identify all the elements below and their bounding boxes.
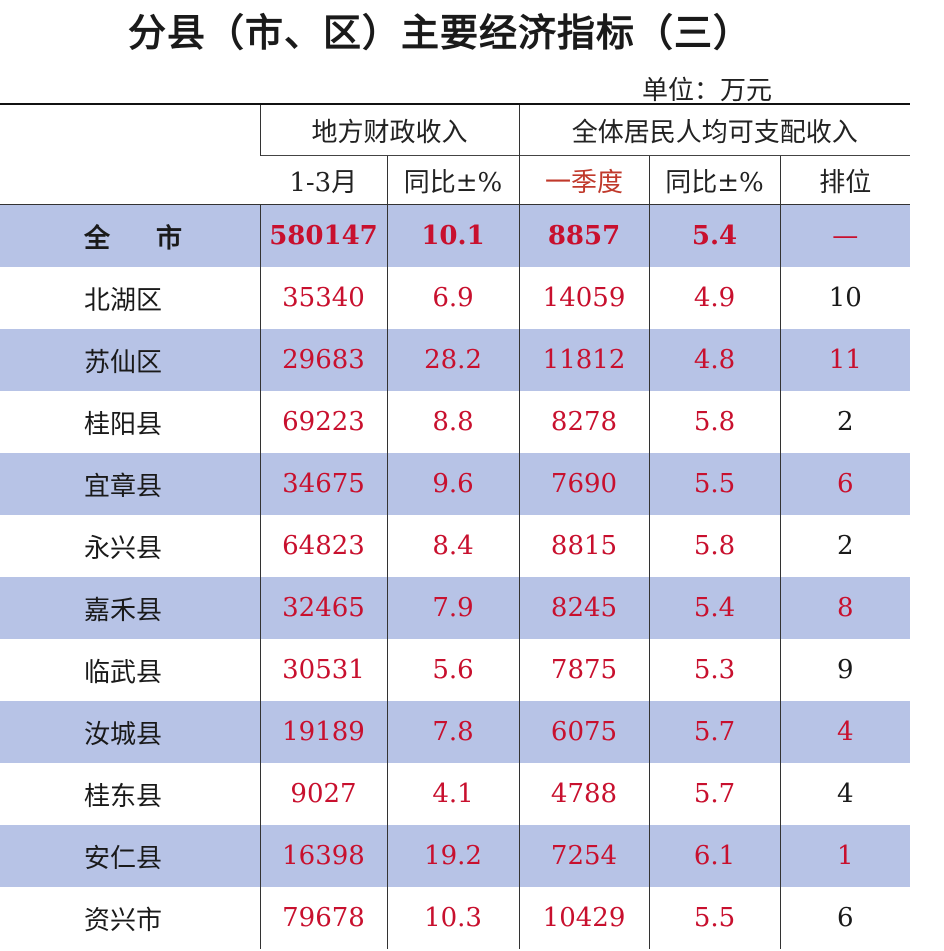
cell-income: 8245 xyxy=(518,577,650,639)
header-disposable-income: 全体居民人均可支配收入 xyxy=(518,103,911,156)
table-row: 汝城县 19189 7.8 6075 5.7 4 xyxy=(0,701,911,763)
cell-rank: 2 xyxy=(779,515,911,577)
cell-income-yoy: 5.5 xyxy=(648,453,781,515)
cell-income: 7875 xyxy=(518,639,650,701)
cell-income: 6075 xyxy=(518,701,650,763)
total-name-part1: 全 xyxy=(84,223,113,254)
row-name: 汝城县 xyxy=(0,701,260,763)
cell-fiscal: 69223 xyxy=(259,391,387,453)
cell-rank: 4 xyxy=(779,763,911,825)
cell-fiscal-yoy: 9.6 xyxy=(386,453,520,515)
cell-fiscal: 16398 xyxy=(259,825,387,887)
cell-income: 14059 xyxy=(518,267,650,329)
cell-fiscal-yoy: 28.2 xyxy=(386,329,520,391)
header-income-yoy: 同比±% xyxy=(648,155,781,205)
cell-income-yoy: 6.1 xyxy=(648,825,781,887)
table-row: 桂阳县 69223 8.8 8278 5.8 2 xyxy=(0,391,911,453)
cell-fiscal: 32465 xyxy=(259,577,387,639)
cell-fiscal-yoy: 4.1 xyxy=(386,763,520,825)
header-rank: 排位 xyxy=(779,155,911,205)
cell-rank: 9 xyxy=(779,639,911,701)
cell-fiscal: 9027 xyxy=(259,763,387,825)
economic-indicators-table: 地方财政收入 全体居民人均可支配收入 1-3月 同比±% 一季度 同比±% 排位… xyxy=(0,103,911,949)
row-name: 北湖区 xyxy=(84,285,163,316)
cell-income: 7690 xyxy=(518,453,650,515)
cell-income: 11812 xyxy=(518,329,650,391)
cell-fiscal: 34675 xyxy=(259,453,387,515)
cell-fiscal: 35340 xyxy=(259,267,387,329)
cell-fiscal: 64823 xyxy=(259,515,387,577)
row-name: 全市 xyxy=(0,204,260,267)
cell-fiscal: 29683 xyxy=(259,329,387,391)
cell-income: 8857 xyxy=(518,204,650,267)
table-row: 宜章县 34675 9.6 7690 5.5 6 xyxy=(0,453,911,515)
cell-fiscal-yoy: 8.4 xyxy=(386,515,520,577)
cell-fiscal: 580147 xyxy=(259,204,387,267)
cell-fiscal-yoy: 5.6 xyxy=(386,639,520,701)
cell-fiscal: 30531 xyxy=(259,639,387,701)
cell-income-yoy: 4.9 xyxy=(648,267,781,329)
cell-fiscal-yoy: 7.8 xyxy=(386,701,520,763)
cell-income-yoy: 5.5 xyxy=(648,887,781,949)
cell-income: 10429 xyxy=(518,887,650,949)
header-first-quarter: 一季度 xyxy=(518,155,650,205)
cell-rank: 10 xyxy=(779,267,911,329)
table-row: 永兴县 64823 8.4 8815 5.8 2 xyxy=(0,515,911,577)
cell-income-yoy: 5.7 xyxy=(648,763,781,825)
row-name: 永兴县 xyxy=(84,533,163,564)
cell-fiscal: 79678 xyxy=(259,887,387,949)
header-jan-mar: 1-3月 xyxy=(260,155,387,205)
row-name: 嘉禾县 xyxy=(0,577,260,639)
cell-income-yoy: 5.3 xyxy=(648,639,781,701)
cell-rank: — xyxy=(779,204,911,267)
cell-rank: 11 xyxy=(779,329,911,391)
cell-rank: 6 xyxy=(779,453,911,515)
row-name: 资兴市 xyxy=(84,905,163,936)
cell-fiscal: 19189 xyxy=(259,701,387,763)
page-title: 分县（市、区）主要经济指标（三） xyxy=(127,11,752,55)
cell-income-yoy: 5.7 xyxy=(648,701,781,763)
cell-fiscal-yoy: 7.9 xyxy=(386,577,520,639)
unit-label: 单位：万元 xyxy=(642,76,773,106)
row-name: 苏仙区 xyxy=(0,329,260,391)
row-name: 桂东县 xyxy=(84,781,163,812)
cell-income: 8815 xyxy=(518,515,650,577)
header-fiscal-yoy: 同比±% xyxy=(386,155,520,205)
table-row: 安仁县 16398 19.2 7254 6.1 1 xyxy=(0,825,911,887)
header-row-groups: 地方财政收入 全体居民人均可支配收入 xyxy=(0,103,911,205)
row-name: 安仁县 xyxy=(0,825,260,887)
row-name: 桂阳县 xyxy=(84,409,163,440)
cell-fiscal-yoy: 19.2 xyxy=(386,825,520,887)
cell-fiscal-yoy: 10.1 xyxy=(386,204,520,267)
total-name-part2: 市 xyxy=(156,223,185,254)
table-row: 嘉禾县 32465 7.9 8245 5.4 8 xyxy=(0,577,911,639)
cell-rank: 1 xyxy=(779,825,911,887)
row-name: 临武县 xyxy=(84,657,163,688)
cell-income-yoy: 5.4 xyxy=(648,204,781,267)
cell-income: 4788 xyxy=(518,763,650,825)
cell-rank: 6 xyxy=(779,887,911,949)
cell-rank: 8 xyxy=(779,577,911,639)
header-row-sub: 1-3月 同比±% 一季度 同比±% 排位 xyxy=(0,155,911,205)
table-row: 北湖区 35340 6.9 14059 4.9 10 xyxy=(0,267,911,329)
cell-income-yoy: 5.8 xyxy=(648,515,781,577)
cell-income: 8278 xyxy=(518,391,650,453)
cell-rank: 4 xyxy=(779,701,911,763)
table-row: 苏仙区 29683 28.2 11812 4.8 11 xyxy=(0,329,911,391)
table-row: 资兴市 79678 10.3 10429 5.5 6 xyxy=(0,887,911,949)
header-corner-cell xyxy=(0,103,260,205)
cell-income-yoy: 4.8 xyxy=(648,329,781,391)
cell-rank: 2 xyxy=(779,391,911,453)
table-row: 桂东县 9027 4.1 4788 5.7 4 xyxy=(0,763,911,825)
cell-income-yoy: 5.8 xyxy=(648,391,781,453)
header-fiscal-revenue: 地方财政收入 xyxy=(259,103,520,156)
cell-income-yoy: 5.4 xyxy=(648,577,781,639)
cell-fiscal-yoy: 8.8 xyxy=(386,391,520,453)
row-name: 宜章县 xyxy=(0,453,260,515)
cell-fiscal-yoy: 10.3 xyxy=(386,887,520,949)
table-row-total: 全市 580147 10.1 8857 5.4 — xyxy=(0,204,911,267)
cell-income: 7254 xyxy=(518,825,650,887)
cell-fiscal-yoy: 6.9 xyxy=(386,267,520,329)
table-row: 临武县 30531 5.6 7875 5.3 9 xyxy=(0,639,911,701)
